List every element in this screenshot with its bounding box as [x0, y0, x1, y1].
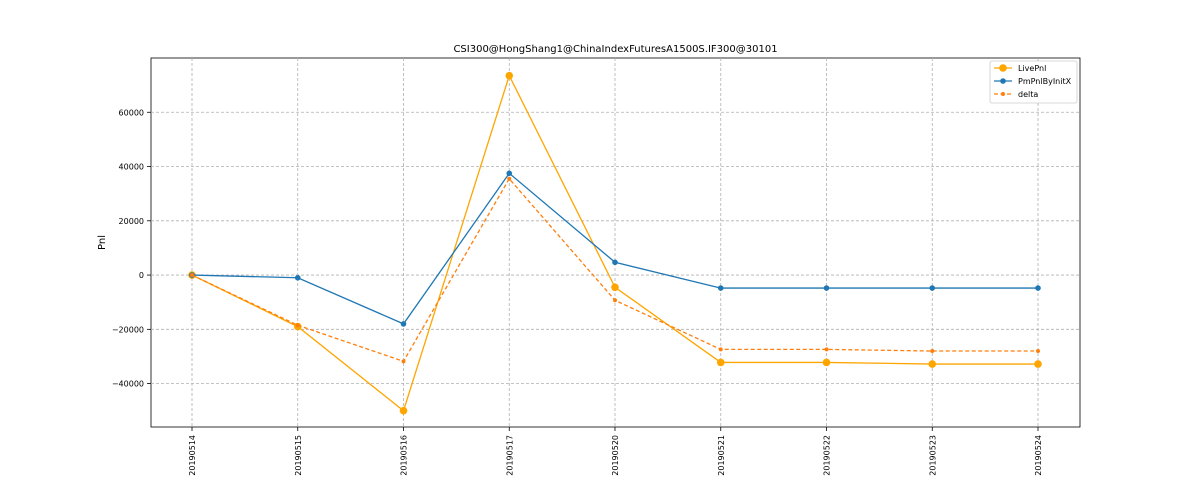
legend-label: LivePnl	[1018, 64, 1046, 73]
data-point	[507, 176, 512, 181]
data-point	[611, 283, 619, 292]
y-tick-label: 0	[139, 271, 144, 280]
y-tick-label: 40000	[119, 163, 144, 172]
x-axis-ticks: 20190514 20190515 20190516 20190517 20190520…	[188, 427, 1043, 476]
data-point	[1034, 360, 1042, 368]
y-axis-ticks: −40000 −20000 0 20000 40000 60000	[112, 108, 151, 389]
data-point	[930, 349, 935, 354]
legend-marker	[999, 64, 1007, 72]
data-point	[716, 358, 725, 367]
data-point	[822, 358, 831, 367]
y-tick-label: 60000	[119, 108, 144, 117]
data-point	[1035, 285, 1041, 291]
data-point	[399, 406, 408, 415]
data-point	[613, 298, 617, 303]
data-point	[718, 347, 723, 352]
y-tick-label: 20000	[119, 217, 144, 226]
data-point	[401, 359, 406, 364]
data-point	[929, 285, 936, 291]
legend-label: delta	[1018, 90, 1038, 99]
y-tick-label: −20000	[112, 325, 144, 334]
data-point	[612, 259, 618, 266]
x-tick-label: 20190523	[928, 435, 937, 476]
legend: LivePnl PmPnlByInitX delta	[989, 60, 1078, 104]
x-tick-label: 20190515	[294, 435, 303, 476]
x-tick-label: 20190516	[400, 435, 409, 476]
legend-box	[989, 60, 1078, 104]
data-point	[400, 321, 407, 327]
legend-marker	[1000, 78, 1006, 84]
x-tick-label: 20190522	[823, 435, 832, 476]
data-point	[506, 170, 513, 177]
series-layer	[188, 71, 1042, 415]
data-point	[505, 71, 514, 80]
x-tick-label: 20190514	[188, 435, 197, 476]
x-tick-label: 20190521	[717, 435, 726, 476]
chart-title: CSI300@HongShang1@ChinaIndexFuturesA1500…	[453, 44, 777, 55]
data-point	[294, 274, 301, 281]
legend-label: PmPnlByInitX	[1018, 77, 1072, 86]
legend-marker	[1001, 92, 1005, 96]
data-point	[190, 273, 194, 278]
data-point	[1036, 349, 1040, 354]
data-point	[928, 360, 937, 368]
data-point	[824, 347, 829, 352]
x-tick-label: 20190517	[505, 435, 514, 476]
data-point	[717, 285, 724, 291]
data-point	[823, 285, 830, 291]
data-point	[295, 323, 300, 328]
y-axis-label: Pnl	[97, 235, 108, 250]
x-tick-label: 20190524	[1034, 435, 1043, 476]
y-tick-label: −40000	[112, 380, 144, 389]
series-delta	[190, 176, 1040, 364]
plot-area	[150, 57, 1081, 428]
x-tick-label: 20190520	[611, 435, 620, 476]
